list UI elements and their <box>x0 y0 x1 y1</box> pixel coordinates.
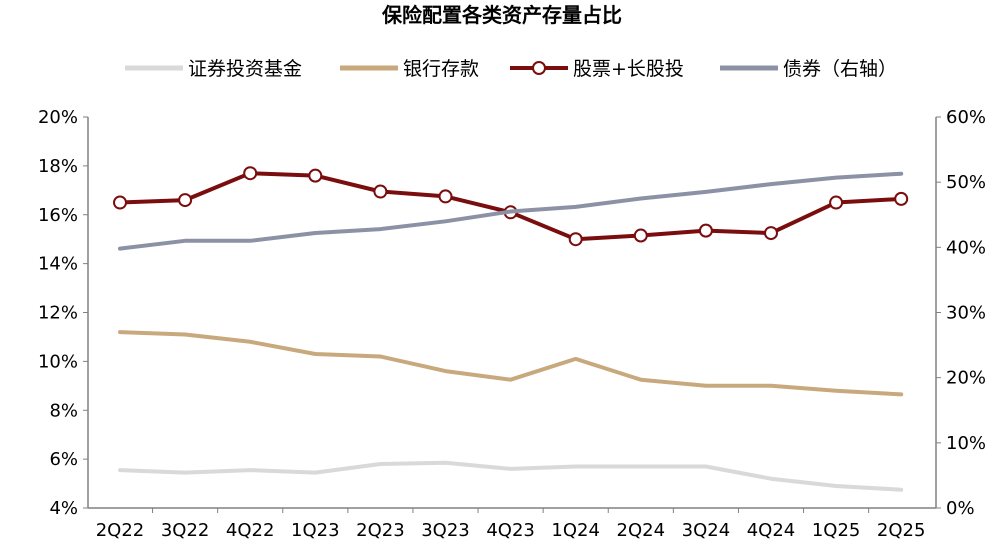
data-point-stock <box>243 166 258 181</box>
plot-series <box>113 166 909 492</box>
right-tick-label: 30% <box>946 303 986 324</box>
left-tick-label: 18% <box>38 156 78 177</box>
legend-item-deposit: 银行存款 <box>340 58 479 80</box>
right-tick-label: 20% <box>946 368 986 389</box>
legend-label-stock: 股票+长股投 <box>573 58 684 80</box>
chart-title: 保险配置各类资产存量占比 <box>381 3 622 27</box>
left-tick-label: 14% <box>38 254 78 275</box>
data-point-stock <box>113 195 127 210</box>
legend-item-stock: 股票+长股投 <box>510 58 684 80</box>
legend-label-deposit: 银行存款 <box>403 58 479 80</box>
x-tick-label: 2Q22 <box>96 520 145 541</box>
x-tick-label: 4Q22 <box>226 520 275 541</box>
right-tick-label: 10% <box>946 433 986 454</box>
legend-item-fund: 证券投资基金 <box>125 58 302 80</box>
left-tick-label: 20% <box>38 107 78 128</box>
data-point-stock <box>829 195 844 210</box>
left-tick-label: 12% <box>38 303 78 324</box>
left-tick-label: 6% <box>49 449 78 470</box>
data-point-stock <box>178 193 193 208</box>
right-tick-label: 0% <box>946 498 975 519</box>
left-axis-ticks: 4% 6% 8% 10% 12% 14% 16% 18% 20% <box>38 107 88 519</box>
x-tick-label: 4Q24 <box>747 520 796 541</box>
x-tick-label: 1Q25 <box>812 520 861 541</box>
x-tick-label: 2Q25 <box>877 520 926 541</box>
data-point-stock <box>438 189 453 204</box>
data-point-stock <box>373 184 388 199</box>
left-tick-label: 10% <box>38 351 78 372</box>
x-tick-label: 3Q22 <box>161 520 210 541</box>
axes <box>87 117 937 509</box>
left-tick-label: 16% <box>38 205 78 226</box>
x-tick-label: 2Q23 <box>356 520 405 541</box>
x-tick-label: 1Q24 <box>551 520 600 541</box>
series-line-fund <box>118 460 904 492</box>
data-point-stock <box>698 223 713 238</box>
data-point-stock <box>308 168 323 183</box>
right-tick-label: 50% <box>946 172 986 193</box>
legend-marker-stock <box>532 61 546 75</box>
data-point-stock <box>568 232 583 247</box>
data-point-stock <box>633 228 648 243</box>
legend-label-fund: 证券投资基金 <box>188 58 302 80</box>
series-line-deposit <box>118 330 904 397</box>
x-tick-label: 3Q23 <box>421 520 470 541</box>
x-axis-ticks: 2Q22 3Q22 4Q22 1Q23 2Q23 3Q23 4Q23 1Q24 2Q24 3Q24… <box>96 508 926 541</box>
x-tick-label: 2Q24 <box>617 520 666 541</box>
series-line-bond <box>118 171 904 251</box>
x-tick-label: 1Q23 <box>291 520 340 541</box>
left-tick-label: 8% <box>49 400 78 421</box>
data-point-stock <box>764 226 778 241</box>
left-tick-label: 4% <box>49 498 78 519</box>
legend: 证券投资基金 银行存款 股票+长股投 债券（右轴） <box>125 58 897 80</box>
right-tick-label: 40% <box>946 237 986 258</box>
data-point-stock <box>894 191 909 206</box>
legend-item-bond: 债券（右轴） <box>720 58 897 80</box>
right-axis-ticks: 0% 10% 20% 30% 40% 50% 60% <box>936 107 986 519</box>
x-tick-label: 3Q24 <box>682 520 731 541</box>
x-tick-label: 4Q23 <box>486 520 535 541</box>
right-tick-label: 60% <box>946 107 986 128</box>
legend-label-bond: 债券（右轴） <box>783 58 897 80</box>
